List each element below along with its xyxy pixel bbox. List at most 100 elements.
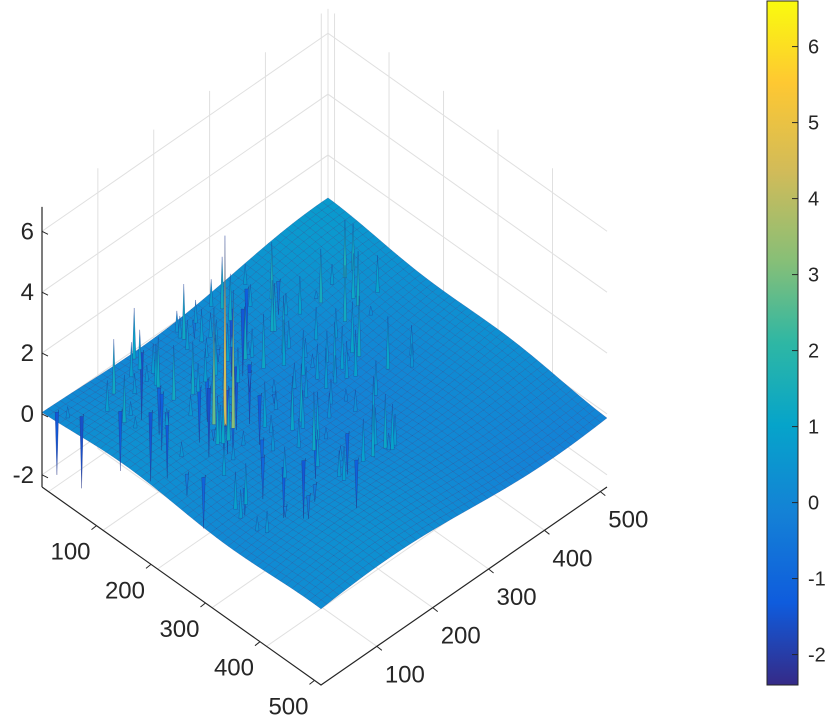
surface-patch: [244, 258, 257, 269]
surface-patch: [269, 486, 283, 496]
surface-dip: [216, 346, 221, 363]
surface-peak: [327, 392, 332, 419]
surface-patch: [287, 452, 301, 461]
colorbar-tick-label: 1: [808, 417, 819, 439]
y-axis-ticks: 100 200 300 400 500: [50, 525, 315, 720]
surface-patch: [291, 255, 304, 266]
surface-patch: [169, 495, 183, 506]
surface-peak: [238, 489, 243, 519]
surface-patch: [123, 443, 136, 452]
surface-patch: [452, 491, 465, 500]
surface-peak: [233, 471, 238, 510]
surface-patch: [366, 339, 380, 350]
surface-patch: [396, 296, 410, 307]
surface-patch: [507, 350, 521, 361]
surface-dip: [159, 391, 164, 451]
surface-patch: [58, 419, 72, 428]
surface-patch: [249, 309, 262, 320]
surface-peak: [273, 390, 278, 410]
surface-patch: [298, 528, 311, 538]
surface-peak: [373, 407, 378, 446]
surface-patch: [350, 563, 364, 573]
surface-patch: [316, 523, 329, 533]
surface-peak: [337, 450, 342, 477]
z-tick-mark: [41, 474, 49, 479]
surface-patch: [453, 392, 467, 402]
x-axis-ticks: 100 200 300 400 500: [376, 491, 648, 688]
surface-patch: [312, 380, 326, 391]
z-tick-label: 6: [21, 218, 34, 245]
surface-patch: [186, 509, 200, 520]
surface-patch: [286, 545, 299, 555]
surface-peak: [235, 347, 240, 383]
y-tick-mark: [91, 525, 97, 531]
surface-patch: [182, 429, 196, 438]
surface-peak: [341, 446, 347, 481]
surface-patch: [234, 469, 248, 479]
surface-patch: [393, 495, 406, 504]
surface-patch: [471, 414, 484, 424]
surface-patch: [517, 468, 530, 478]
surface-peak: [283, 292, 288, 316]
surface-patch: [321, 543, 335, 553]
surface-patch: [547, 412, 561, 423]
surface-peak: [190, 341, 195, 395]
surface-patch: [417, 466, 430, 475]
y-tick-label: 400: [214, 655, 254, 682]
surface-patch: [303, 227, 317, 238]
surface-patch: [406, 435, 419, 444]
surface-patch: [381, 465, 395, 474]
surface-patch: [400, 415, 414, 425]
surface-patch: [412, 398, 426, 408]
surface-patch: [372, 306, 386, 317]
surface-patch: [386, 514, 400, 523]
surface-dip: [312, 482, 317, 502]
z-tick-mark: [41, 352, 49, 357]
surface-patch: [193, 438, 207, 447]
surface-patch: [513, 354, 526, 365]
surface-patch: [469, 497, 483, 506]
surface-peak: [344, 340, 349, 379]
surface-patch: [210, 528, 223, 538]
surface-peak: [243, 302, 248, 360]
surface-patch: [368, 559, 382, 569]
surface-patch: [304, 516, 318, 525]
surface-peak: [188, 394, 193, 417]
surface-patch: [309, 535, 323, 545]
surface-patch: [447, 414, 461, 424]
z-tick-mark: [41, 291, 49, 296]
surface-peak: [132, 373, 137, 394]
surface-peak: [221, 396, 226, 444]
surface-patch: [361, 277, 375, 288]
surface-patch: [329, 441, 343, 450]
surface-patch: [105, 447, 119, 457]
surface-patch: [321, 232, 334, 243]
surface-patch: [177, 354, 191, 364]
surface-patch: [536, 374, 550, 385]
surface-patch: [536, 402, 549, 413]
surface-patch: [489, 346, 503, 356]
surface-dip: [354, 457, 359, 509]
surface-patch: [279, 575, 293, 586]
surface-patch: [494, 423, 508, 434]
surface-patch: [380, 550, 393, 561]
surface-spikes: [54, 220, 414, 533]
surface-patch: [240, 450, 254, 459]
surface-patch: [303, 246, 316, 257]
surface-patch: [254, 377, 267, 387]
surface-patch: [476, 435, 490, 446]
surface-patch: [308, 595, 322, 605]
surface-peak: [281, 319, 286, 366]
surface-patch: [205, 480, 218, 490]
surface-dip: [260, 454, 265, 500]
surface-patch: [421, 524, 435, 534]
surface-peak: [296, 418, 301, 448]
surface-peak: [385, 316, 390, 370]
surface-patch: [448, 379, 461, 389]
surface-peak: [156, 336, 161, 388]
surface-peak: [262, 381, 267, 428]
surface-patch: [463, 484, 477, 494]
surface-patch: [340, 484, 354, 493]
surface-patch: [339, 210, 352, 221]
surface-patch: [326, 590, 340, 600]
